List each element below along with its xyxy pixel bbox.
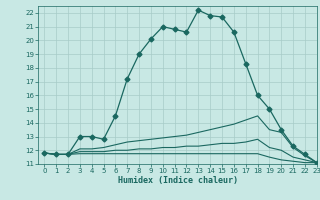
X-axis label: Humidex (Indice chaleur): Humidex (Indice chaleur): [118, 176, 238, 185]
